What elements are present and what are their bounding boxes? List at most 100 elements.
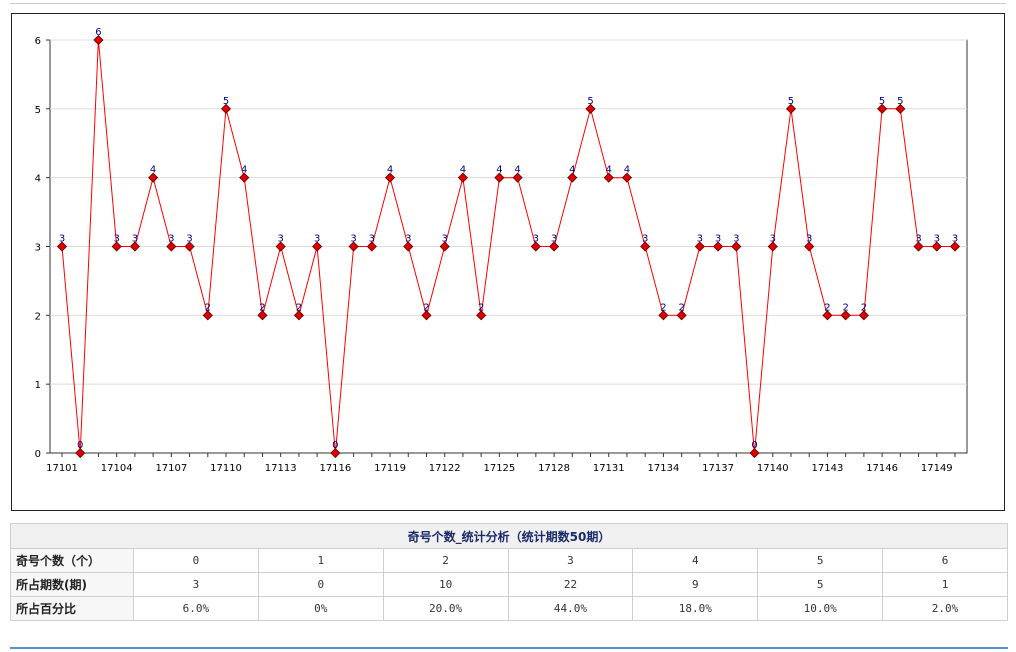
data-point: [621, 172, 633, 183]
stats-table: 奇号个数_统计分析（统计期数50期） 奇号个数（个） 0 1 2 3 4 5 6…: [10, 523, 1008, 621]
data-point: [384, 172, 396, 183]
data-label: 3: [350, 234, 356, 245]
data-label: 3: [806, 234, 812, 245]
table-cell: 1: [257, 548, 384, 573]
x-tick-label: 17107: [155, 463, 187, 474]
data-point: [166, 241, 177, 252]
data-point: [476, 310, 487, 321]
data-point: [749, 447, 760, 459]
data-label: 4: [514, 165, 520, 176]
table-cell: 2.0%: [882, 596, 1008, 621]
data-point: [494, 172, 505, 183]
table-cell: 18.0%: [632, 596, 759, 621]
y-tick-label: 2: [35, 311, 41, 322]
top-divider: [10, 3, 1006, 4]
table-row: 奇号个数（个） 0 1 2 3 4 5 6: [10, 548, 1008, 573]
table-cell: 0: [257, 572, 384, 597]
data-point: [676, 310, 687, 321]
data-point: [93, 34, 104, 46]
data-label: 4: [569, 165, 575, 176]
data-label: 3: [952, 234, 958, 245]
data-label: 6: [95, 27, 101, 38]
data-point: [312, 241, 323, 252]
data-label: 3: [915, 234, 921, 245]
table-row: 所占百分比 6.0% 0% 20.0% 44.0% 18.0% 10.0% 2.…: [10, 596, 1008, 621]
data-point: [129, 241, 140, 252]
data-point: [75, 447, 86, 459]
data-label: 3: [733, 234, 739, 245]
data-point: [530, 241, 541, 252]
x-tick-label: 17104: [101, 463, 133, 474]
data-label: 4: [606, 165, 612, 176]
table-cell: 22: [507, 572, 634, 597]
data-point: [949, 241, 961, 252]
data-label: 3: [314, 234, 320, 245]
data-point: [840, 310, 851, 321]
table-cell: 9: [632, 572, 759, 597]
x-tick-label: 17140: [757, 463, 789, 474]
data-label: 4: [150, 165, 156, 176]
x-tick-label: 17137: [702, 463, 734, 474]
x-tick-label: 17116: [319, 463, 351, 474]
row-label: 奇号个数（个）: [10, 548, 134, 573]
table-cell: 1: [882, 572, 1008, 597]
data-point: [184, 241, 195, 252]
bottom-divider: [10, 647, 1008, 649]
data-point: [767, 241, 778, 252]
data-point: [56, 241, 68, 252]
row-label: 所占百分比: [10, 596, 134, 621]
chart-frame: 0 1 2 3 4 5 6 17101 17104 17107 17110 17113 17116 171…: [11, 13, 1005, 511]
data-point: [931, 241, 942, 252]
table-cell: 3: [133, 572, 259, 597]
data-label: 5: [897, 96, 903, 107]
x-tick-label: 17134: [648, 463, 680, 474]
x-tick-label: 17149: [921, 463, 953, 474]
data-label: 3: [770, 234, 776, 245]
data-point: [348, 241, 359, 252]
data-label: 4: [241, 165, 247, 176]
y-tick-label: 0: [35, 449, 41, 460]
data-label: 2: [660, 302, 666, 313]
data-label: 3: [934, 234, 940, 245]
x-tick-label: 17122: [429, 463, 461, 474]
data-label: 4: [460, 165, 466, 176]
data-point: [202, 310, 213, 321]
data-point: [858, 310, 869, 321]
data-point: [439, 241, 450, 252]
data-label: 4: [387, 165, 393, 176]
data-point: [822, 310, 833, 321]
x-tick-label: 17131: [593, 463, 625, 474]
data-label: 3: [715, 234, 721, 245]
data-label: 3: [369, 234, 375, 245]
data-label: 2: [478, 302, 484, 313]
data-label: 3: [533, 234, 539, 245]
table-cell: 0%: [257, 596, 384, 621]
data-label: 3: [551, 234, 557, 245]
data-point: [257, 310, 268, 321]
data-label: 5: [223, 96, 229, 107]
data-point: [785, 103, 797, 114]
x-tick-label: 17125: [483, 463, 515, 474]
table-cell: 20.0%: [382, 596, 509, 621]
data-label: 5: [587, 96, 593, 107]
data-point: [548, 241, 560, 252]
data-label: 0: [751, 440, 757, 451]
data-point: [694, 241, 705, 252]
data-label: 3: [186, 234, 192, 245]
table-title: 奇号个数_统计分析（统计期数50期）: [10, 523, 1008, 549]
x-tick-label: 17146: [866, 463, 898, 474]
data-point: [421, 310, 432, 321]
data-label: 5: [879, 96, 885, 107]
data-point: [804, 241, 815, 252]
table-cell: 10: [382, 572, 509, 597]
data-point: [403, 241, 414, 252]
table-row: 所占期数(期) 3 0 10 22 9 5 1: [10, 572, 1008, 597]
data-label: 2: [842, 302, 848, 313]
data-label: 3: [168, 234, 174, 245]
y-tick-label: 4: [35, 174, 41, 185]
data-label: 2: [205, 302, 211, 313]
x-tick-label: 17113: [265, 463, 297, 474]
y-tick-label: 3: [35, 243, 41, 254]
data-label: 3: [642, 234, 648, 245]
data-label: 2: [296, 302, 302, 313]
